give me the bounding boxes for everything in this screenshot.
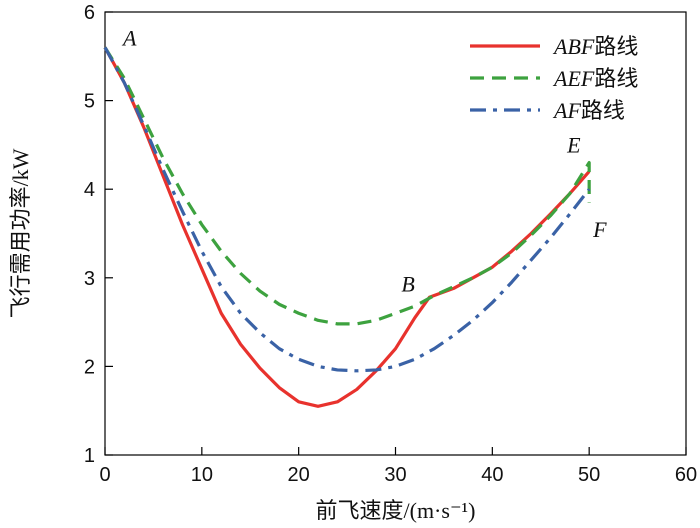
- legend: ABF路线 AEF路线 AF路线: [470, 34, 638, 123]
- legend-label-aef: AEF路线: [552, 66, 638, 91]
- y-tick-label: 6: [84, 2, 95, 24]
- y-tick-label: 4: [84, 179, 95, 201]
- x-tick-label: 50: [578, 464, 600, 486]
- series-layer: [103, 46, 591, 408]
- y-tick-label: 1: [84, 445, 95, 467]
- y-tick-label: 3: [84, 268, 95, 290]
- series-line-aef: [103, 46, 591, 326]
- y-axis-title: 飞行需用功率/kW: [8, 148, 33, 318]
- legend-label-abf: ABF路线: [552, 34, 638, 59]
- point-label-e: E: [566, 133, 581, 158]
- legend-label-af: AF路线: [552, 98, 625, 123]
- x-tick-label: 60: [675, 464, 697, 486]
- series-line-abf: [103, 46, 591, 408]
- y-tick-label: 5: [84, 91, 95, 113]
- x-tick-label: 10: [191, 464, 213, 486]
- point-label-f: F: [592, 217, 607, 242]
- point-label-a: A: [121, 25, 137, 50]
- annotation-layer: A B E F: [121, 25, 607, 296]
- series-line-af: [103, 46, 591, 373]
- tick-layer: 0 10 20 30 40 50 60 1 2 3 4 5 6: [84, 2, 697, 486]
- x-tick-label: 0: [99, 464, 110, 486]
- y-tick-label: 2: [84, 356, 95, 378]
- x-tick-label: 40: [481, 464, 503, 486]
- point-label-b: B: [401, 271, 414, 296]
- x-axis-title: 前飞速度/(m·s⁻¹): [316, 498, 476, 523]
- x-tick-label: 20: [288, 464, 310, 486]
- x-tick-label: 30: [384, 464, 406, 486]
